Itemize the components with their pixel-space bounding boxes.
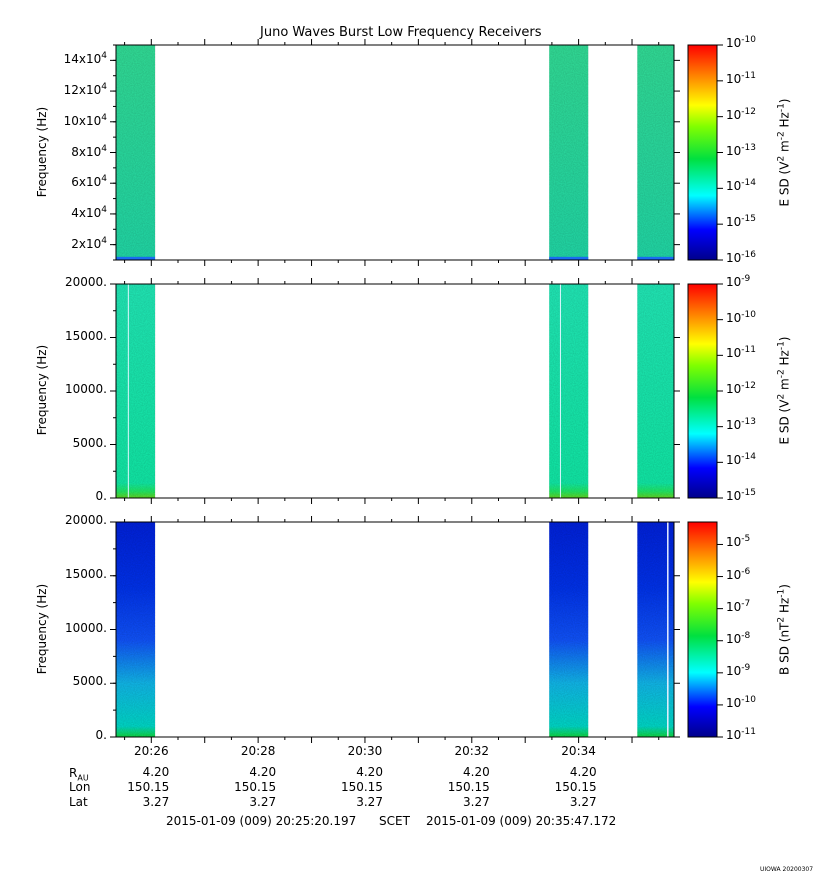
colorbar [688,522,717,737]
colorbar-tick-label: 10-6 [726,566,751,582]
colorbar [688,45,717,260]
plot-frame [115,521,675,738]
colorbar-label: E SD (V2 m-2 Hz-1) [776,336,792,445]
ephemeris-value: 150.15 [447,780,490,794]
spectrogram-panels [110,39,723,743]
colorbar-label: B SD (nT2 Hz-1) [776,583,792,675]
y-tick-label: 10000. [65,382,107,396]
plot-frame [115,44,675,261]
colorbar-frame [687,521,718,738]
y-tick-label: 8x104 [71,143,107,159]
colorbar-tick-label: 10-16 [726,250,756,265]
ephemeris-lon-label: Lon [69,780,91,794]
ephemeris-value: 3.27 [356,795,383,809]
ephemeris-value: 3.27 [249,795,277,809]
y-tick-label: 2x104 [71,235,107,251]
low-frequency-cutoff [116,257,156,260]
plot-stamp: UIOWA 20200307 [760,866,814,873]
ephemeris-r-text: R [69,766,78,780]
colorbar-tick-label: 10-11 [726,70,756,86]
ephemeris-lat-label: Lat [69,795,88,809]
ephemeris-r-subscript: AU [77,773,89,783]
colorbar [688,284,717,498]
ephemeris-value: 3.27 [463,795,490,809]
x-tick-label: 20:28 [240,744,276,758]
x-tick-label: 20:34 [561,744,596,758]
colorbar-tick-label: 10-12 [726,381,756,396]
time-range-frame: SCET [379,814,410,828]
chart-title: Juno Waves Burst Low Frequency Receivers [260,25,542,40]
spectrogram-band-texture [116,45,156,260]
colorbar-tick-label: 10-10 [726,694,756,710]
ephemeris-value: 4.20 [569,765,597,779]
y-tick-label: 12x104 [63,82,107,98]
y-tick-label: 5000. [72,435,107,450]
colorbar-tick-label: 10-10 [726,35,756,50]
spectrogram-band-texture [637,45,674,260]
y-tick-label: 15000. [65,328,107,343]
y-tick-label: 14x104 [63,51,107,67]
y-axis-label: Frequency (Hz) [35,583,49,674]
colorbar-tick-label: 10-15 [726,214,756,230]
colorbar-label: E SD (V2 m-2 Hz-1) [776,98,792,207]
colorbar-tick-label: 10-15 [726,488,756,503]
ephemeris-value: 4.20 [142,765,170,779]
spectrogram-band-texture [549,284,589,498]
colorbar-tick-label: 10-10 [726,309,756,325]
low-frequency-cutoff [637,257,674,260]
y-axis-label: Frequency (Hz) [35,344,49,436]
x-tick-label: 20:32 [454,744,490,758]
colorbar-tick-label: 10-14 [726,452,756,468]
y-tick-label: 0. [95,728,107,742]
spectrogram-band-texture [116,284,156,498]
ephemeris-r-label: RAU [69,766,89,782]
x-tick-label: 20:30 [347,744,383,758]
ephemeris-value: 150.15 [554,780,597,794]
y-tick-label: 15000. [65,566,107,581]
y-tick-label: 20000. [65,275,107,289]
low-frequency-cutoff [549,257,589,260]
y-tick-label: 0. [95,489,107,503]
colorbar-tick-label: 10-14 [726,178,756,194]
colorbar-tick-label: 10-7 [726,598,751,614]
spectrogram-band-texture [116,522,156,737]
spectrogram-band-texture [549,45,589,260]
colorbar-tick-label: 10-11 [726,727,756,742]
colorbar-tick-label: 10-8 [726,630,751,646]
time-range-end: 2015-01-09 (009) 20:35:47.172 [426,814,617,828]
y-tick-label: 10000. [65,620,107,635]
colorbar-tick-label: 10-13 [726,142,756,158]
y-tick-label: 5000. [72,674,107,689]
ephemeris-value: 150.15 [127,780,170,794]
ephemeris-value: 4.20 [249,765,277,779]
y-axis-label: Frequency (Hz) [35,106,49,197]
spectrogram-band-texture [637,284,674,498]
colorbar-tick-label: 10-13 [726,416,756,432]
x-tick-label: 20:26 [134,744,169,758]
colorbar-tick-label: 10-5 [726,534,751,550]
spectrogram-band-texture [549,522,589,737]
y-tick-label: 6x104 [71,174,107,190]
y-tick-label: 4x104 [71,204,107,220]
plot-frame [115,283,675,499]
colorbar-tick-label: 10-11 [726,345,756,361]
y-tick-label: 10x104 [63,112,107,128]
time-range-start: 2015-01-09 (009) 20:25:20.197 [166,814,357,828]
ephemeris-value: 4.20 [356,765,383,779]
y-tick-label: 20000. [65,513,107,527]
ephemeris-value: 3.27 [569,795,597,809]
colorbar-tick-label: 10-9 [726,662,751,678]
colorbar-tick-label: 10-12 [726,106,756,122]
ephemeris-value: 150.15 [234,780,277,794]
ephemeris-value: 3.27 [142,795,170,809]
ephemeris-value: 150.15 [340,780,383,794]
colorbar-tick-label: 10-9 [726,274,751,289]
ephemeris-value: 4.20 [463,765,490,779]
